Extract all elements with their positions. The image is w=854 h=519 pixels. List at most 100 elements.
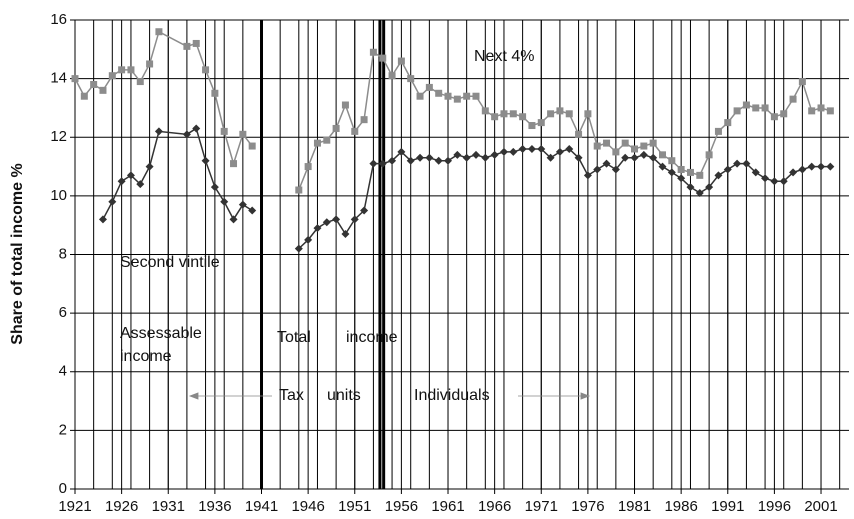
marker [603, 139, 611, 147]
x-tick-label: 1986 [664, 498, 697, 515]
marker [556, 107, 564, 115]
x-tick-label: 2001 [804, 498, 837, 515]
marker [378, 159, 387, 168]
marker [211, 89, 219, 97]
marker [425, 153, 434, 162]
marker [201, 156, 210, 165]
marker [126, 171, 135, 180]
marker [210, 183, 219, 192]
marker [779, 177, 788, 186]
marker [528, 122, 536, 130]
marker [313, 139, 321, 147]
marker [602, 159, 611, 168]
marker [471, 150, 480, 159]
annotation: units [327, 387, 361, 404]
marker [238, 200, 247, 209]
annotation: Assessable [120, 325, 202, 342]
y-tick-label: 16 [50, 11, 67, 28]
marker [789, 95, 797, 103]
marker [723, 165, 732, 174]
marker [71, 75, 79, 83]
marker [621, 139, 629, 147]
marker [248, 142, 256, 150]
x-tick-label: 1981 [618, 498, 651, 515]
marker [351, 127, 359, 135]
y-tick-label: 12 [50, 128, 67, 145]
marker [500, 110, 508, 118]
marker [649, 139, 657, 147]
marker [658, 151, 666, 159]
y-tick-label: 10 [50, 187, 67, 204]
x-tick-label: 1966 [478, 498, 511, 515]
marker [555, 147, 564, 156]
marker [453, 95, 461, 103]
marker [742, 159, 751, 168]
marker [677, 165, 685, 173]
marker [808, 107, 816, 115]
marker [752, 104, 760, 112]
marker [182, 130, 191, 139]
marker [145, 162, 154, 171]
marker [575, 130, 583, 138]
marker [463, 92, 471, 100]
marker [136, 78, 144, 86]
marker [667, 168, 676, 177]
x-tick-label: 1926 [105, 498, 138, 515]
marker [183, 42, 191, 50]
x-tick-label: 1946 [291, 498, 324, 515]
annotation: income [346, 329, 398, 346]
marker [527, 144, 536, 153]
marker [798, 78, 806, 86]
marker [444, 156, 453, 165]
marker [388, 156, 397, 165]
marker [99, 86, 107, 94]
marker [462, 153, 471, 162]
marker [323, 136, 331, 144]
marker [593, 165, 602, 174]
marker [127, 66, 135, 74]
arrow-head [580, 392, 591, 400]
marker [714, 171, 723, 180]
marker [397, 147, 406, 156]
marker [248, 206, 257, 215]
marker [807, 162, 816, 171]
marker [472, 92, 480, 100]
marker [146, 60, 154, 68]
marker [90, 80, 98, 88]
marker [826, 162, 835, 171]
marker [547, 110, 555, 118]
marker [490, 150, 499, 159]
marker [295, 186, 303, 194]
marker [574, 153, 583, 162]
marker [491, 113, 499, 121]
marker [705, 151, 713, 159]
marker [583, 171, 592, 180]
marker [220, 127, 228, 135]
marker [649, 153, 658, 162]
marker [341, 101, 349, 109]
marker [631, 145, 639, 153]
marker [304, 163, 312, 171]
marker [770, 113, 778, 121]
marker [192, 124, 201, 133]
y-tick-label: 2 [59, 421, 67, 438]
marker [379, 54, 387, 62]
marker [118, 66, 126, 74]
annotation: Second vintile [120, 254, 220, 271]
marker [313, 224, 322, 233]
marker [611, 165, 620, 174]
marker [360, 116, 368, 124]
marker [416, 153, 425, 162]
marker [294, 244, 303, 253]
x-tick-label: 1951 [338, 498, 371, 515]
marker [416, 92, 424, 100]
marker [677, 174, 686, 183]
marker [789, 168, 798, 177]
marker [565, 110, 573, 118]
plot [71, 28, 835, 253]
marker [519, 113, 527, 121]
x-tick-label: 1991 [711, 498, 744, 515]
marker [584, 110, 592, 118]
marker [733, 159, 742, 168]
